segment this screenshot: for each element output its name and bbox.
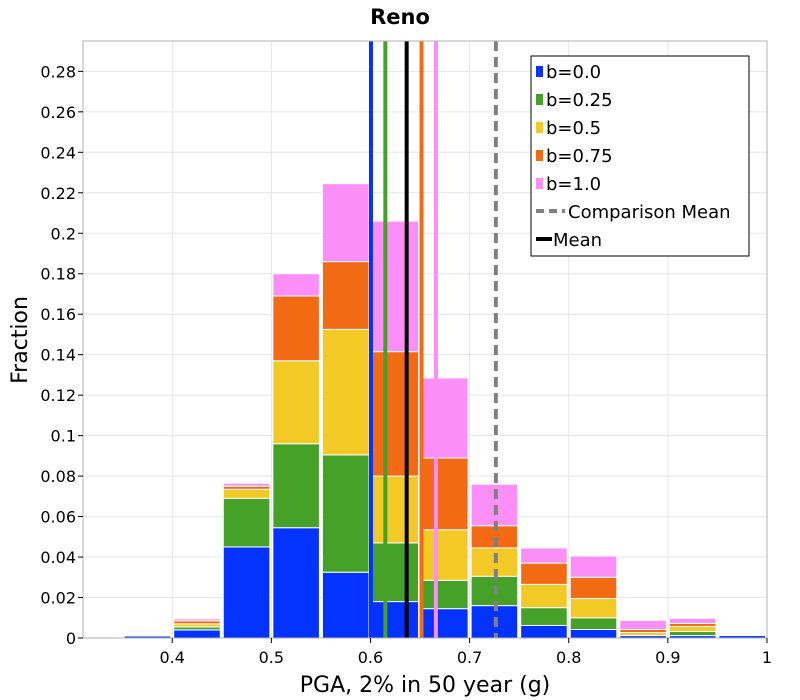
bar-segment-b-0-25 [569, 617, 618, 631]
legend-label-b-0-25: b=0.25 [546, 90, 613, 111]
bar-segment-b-0-0 [421, 608, 469, 639]
bar-segment-b-1-0 [520, 547, 568, 564]
y-tick-label: 0.06 [40, 508, 76, 527]
plot-border [82, 40, 768, 639]
x-tick-label: 0.7 [457, 648, 482, 667]
legend-swatch-b-0-75 [536, 150, 543, 161]
bar-segment-b-0-0 [173, 629, 221, 639]
x-tick-label: 0.6 [358, 648, 383, 667]
y-axis-ticks: 0 0.02 0.04 0.06 0.08 0.1 0.12 0.14 0.16 0.18 0.2 0… [40, 62, 83, 648]
y-tick-label: 0.2 [51, 224, 76, 243]
bar-segment-b-0-75 [569, 576, 618, 600]
legend-label-b-0-0: b=0.0 [546, 62, 601, 83]
y-tick-label: 0.26 [40, 103, 76, 122]
bar-segment-b-1-0 [569, 555, 618, 578]
bar-segment-b-1-0 [421, 377, 469, 459]
x-tick-label: 0.5 [259, 648, 284, 667]
legend-box [530, 55, 750, 257]
bar-segment-b-0-75 [321, 261, 370, 330]
bar-segment-b-0-5 [272, 360, 320, 445]
bar-segment-b-0-75 [371, 351, 420, 477]
y-tick-label: 0.14 [40, 346, 76, 365]
bar-segment-b-0-0 [321, 571, 370, 639]
bar-segment-b-0-5 [668, 625, 717, 633]
bar-segment-b-0-25 [520, 607, 568, 626]
legend-label-b-0-5: b=0.5 [546, 118, 601, 139]
y-tick-label: 0.18 [40, 265, 76, 284]
x-tick-label: 1 [762, 648, 772, 667]
bar-segment-b-0-0 [371, 601, 420, 639]
legend-label-comparison-mean: Comparison Mean [568, 202, 731, 223]
y-tick-label: 0.28 [40, 62, 76, 81]
bar-segment-b-0-75 [520, 562, 568, 585]
x-tick-label: 0.8 [556, 648, 581, 667]
bar-segment-b-1-0 [321, 183, 370, 263]
legend-label-b-0-75: b=0.75 [546, 146, 613, 167]
legend-label-mean: Mean [553, 230, 602, 251]
x-axis-label: PGA, 2% in 50 year (g) [300, 673, 551, 698]
bar-segment-b-1-0 [668, 617, 717, 624]
y-tick-label: 0.16 [40, 305, 76, 324]
bar-segment-b-0-75 [421, 457, 469, 531]
legend-label-b-1-0: b=1.0 [546, 174, 601, 195]
bar-segment-b-0-5 [569, 598, 618, 619]
y-tick-label: 0.24 [40, 143, 76, 162]
bar-segment-b-0-25 [321, 454, 370, 573]
bar-segment-b-0-5 [371, 475, 420, 544]
legend: b=0.0 b=0.25 b=0.5 b=0.75 b=1.0 Comparison Me… [530, 55, 750, 257]
y-axis-label: Fraction [8, 296, 33, 384]
bar-segment-b-0-0 [569, 629, 618, 639]
mean-lines [368, 41, 498, 638]
bar-segment-b-0-0 [272, 527, 320, 639]
bar-segment-b-1-0 [173, 618, 221, 622]
bar-segment-b-0-5 [520, 583, 568, 609]
bar-segment-b-1-0 [272, 273, 320, 297]
bar-segment-b-0-75 [272, 295, 320, 362]
x-axis-ticks: 0.4 0.5 0.6 0.7 0.8 0.9 1 [159, 638, 772, 667]
bar-segment-b-0-25 [421, 579, 469, 610]
y-tick-label: 0.1 [51, 427, 76, 446]
legend-swatch-b-0-0 [536, 66, 543, 77]
chart-title: Reno [370, 5, 430, 29]
bar-segment-b-1-0 [222, 482, 271, 487]
legend-swatch-b-0-25 [536, 94, 543, 105]
bar-segment-b-0-5 [321, 328, 370, 456]
y-tick-label: 0.08 [40, 467, 76, 486]
x-tick-label: 0.4 [159, 648, 184, 667]
legend-swatch-b-1-0 [536, 178, 543, 189]
y-tick-label: 0.12 [40, 386, 76, 405]
bar-segment-b-0-25 [272, 443, 320, 529]
bar-segment-b-0-5 [222, 488, 271, 499]
x-tick-label: 0.9 [655, 648, 680, 667]
bar-segment-b-0-25 [371, 542, 420, 603]
legend-swatch-b-0-5 [536, 122, 543, 133]
bar-segment-b-0-5 [421, 529, 469, 581]
y-tick-label: 0 [66, 629, 76, 648]
bar-segment-b-0-0 [222, 546, 271, 639]
y-tick-label: 0.04 [40, 548, 76, 567]
y-tick-label: 0.22 [40, 184, 76, 203]
bar-segment-b-1-0 [619, 619, 667, 631]
bar-segment-b-0-25 [222, 497, 271, 548]
bar-segment-b-1-0 [371, 220, 420, 353]
bar-segment-b-0-0 [520, 624, 568, 639]
bar-segment-b-0-5 [123, 633, 172, 636]
y-tick-label: 0.02 [40, 589, 76, 608]
bar-segment-b-0-25 [668, 631, 717, 637]
